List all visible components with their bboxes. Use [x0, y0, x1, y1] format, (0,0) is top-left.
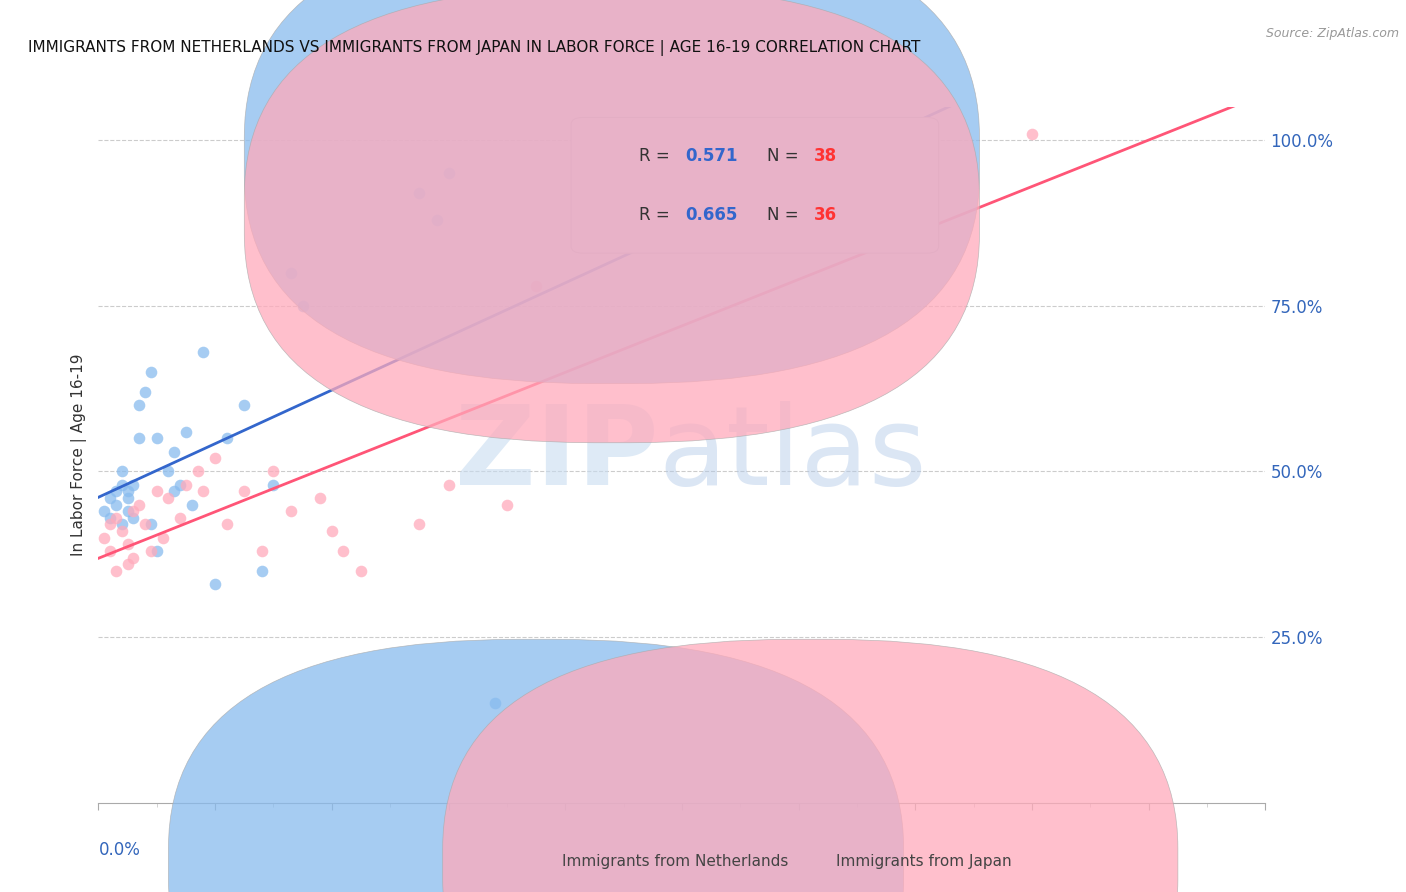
Point	[117, 558, 139, 572]
Point	[291, 299, 314, 313]
FancyBboxPatch shape	[169, 640, 904, 892]
Point	[139, 517, 162, 532]
Point	[193, 484, 215, 499]
Text: 0.665: 0.665	[685, 206, 738, 224]
Point	[104, 498, 127, 512]
Point	[157, 491, 180, 505]
Point	[122, 511, 145, 525]
Point	[280, 266, 302, 280]
Point	[104, 484, 127, 499]
Point	[233, 484, 256, 499]
Point	[215, 431, 238, 445]
Point	[187, 465, 209, 479]
Point	[250, 544, 273, 558]
Text: IMMIGRANTS FROM NETHERLANDS VS IMMIGRANTS FROM JAPAN IN LABOR FORCE | AGE 16-19 : IMMIGRANTS FROM NETHERLANDS VS IMMIGRANT…	[28, 40, 921, 56]
FancyBboxPatch shape	[245, 0, 980, 442]
Point	[111, 477, 134, 491]
Point	[98, 491, 121, 505]
Point	[157, 465, 180, 479]
Point	[122, 550, 145, 565]
Point	[104, 511, 127, 525]
Text: 0.0%: 0.0%	[98, 841, 141, 859]
Point	[122, 504, 145, 518]
Point	[169, 511, 191, 525]
Point	[98, 517, 121, 532]
Point	[204, 451, 226, 466]
Point	[93, 531, 115, 545]
Point	[612, 212, 634, 227]
Point	[146, 431, 169, 445]
Point	[93, 504, 115, 518]
Text: Source: ZipAtlas.com: Source: ZipAtlas.com	[1265, 27, 1399, 40]
Point	[117, 504, 139, 518]
Point	[98, 511, 121, 525]
Point	[262, 477, 284, 491]
Point	[408, 517, 430, 532]
Point	[128, 398, 150, 412]
Point	[437, 166, 460, 180]
FancyBboxPatch shape	[571, 118, 939, 253]
Point	[134, 517, 156, 532]
Point	[332, 544, 354, 558]
Point	[128, 498, 150, 512]
Point	[146, 544, 169, 558]
Text: N =: N =	[768, 147, 804, 165]
Point	[233, 398, 256, 412]
Point	[169, 477, 191, 491]
Point	[408, 186, 430, 201]
Point	[98, 544, 121, 558]
Point	[350, 564, 373, 578]
Point	[111, 524, 134, 538]
Point	[437, 477, 460, 491]
Text: Immigrants from Netherlands: Immigrants from Netherlands	[562, 855, 789, 870]
Text: atlas: atlas	[658, 401, 927, 508]
Point	[193, 345, 215, 359]
Point	[215, 517, 238, 532]
Point	[117, 491, 139, 505]
Point	[262, 465, 284, 479]
Point	[134, 384, 156, 399]
Text: ZIP: ZIP	[456, 401, 658, 508]
Point	[163, 444, 186, 458]
Point	[309, 491, 332, 505]
Point	[496, 498, 519, 512]
Point	[139, 365, 162, 379]
Point	[204, 577, 226, 591]
Point	[111, 465, 134, 479]
Point	[1021, 127, 1043, 141]
Text: 38: 38	[814, 147, 837, 165]
Point	[321, 524, 343, 538]
Text: 0.571: 0.571	[685, 147, 738, 165]
Point	[174, 477, 197, 491]
Point	[117, 484, 139, 499]
Point	[146, 484, 169, 499]
Point	[104, 564, 127, 578]
Point	[180, 498, 202, 512]
Point	[174, 425, 197, 439]
Point	[163, 484, 186, 499]
Point	[122, 477, 145, 491]
Point	[484, 697, 506, 711]
Text: N =: N =	[768, 206, 804, 224]
Y-axis label: In Labor Force | Age 16-19: In Labor Force | Age 16-19	[72, 353, 87, 557]
Text: Immigrants from Japan: Immigrants from Japan	[837, 855, 1011, 870]
FancyBboxPatch shape	[245, 0, 980, 384]
Point	[152, 531, 174, 545]
Text: 36: 36	[814, 206, 837, 224]
Point	[524, 279, 547, 293]
Point	[128, 431, 150, 445]
Point	[111, 517, 134, 532]
Point	[426, 212, 449, 227]
FancyBboxPatch shape	[443, 640, 1178, 892]
Text: R =: R =	[638, 206, 675, 224]
Point	[117, 537, 139, 551]
Text: R =: R =	[638, 147, 675, 165]
Point	[280, 504, 302, 518]
Point	[139, 544, 162, 558]
Point	[250, 564, 273, 578]
